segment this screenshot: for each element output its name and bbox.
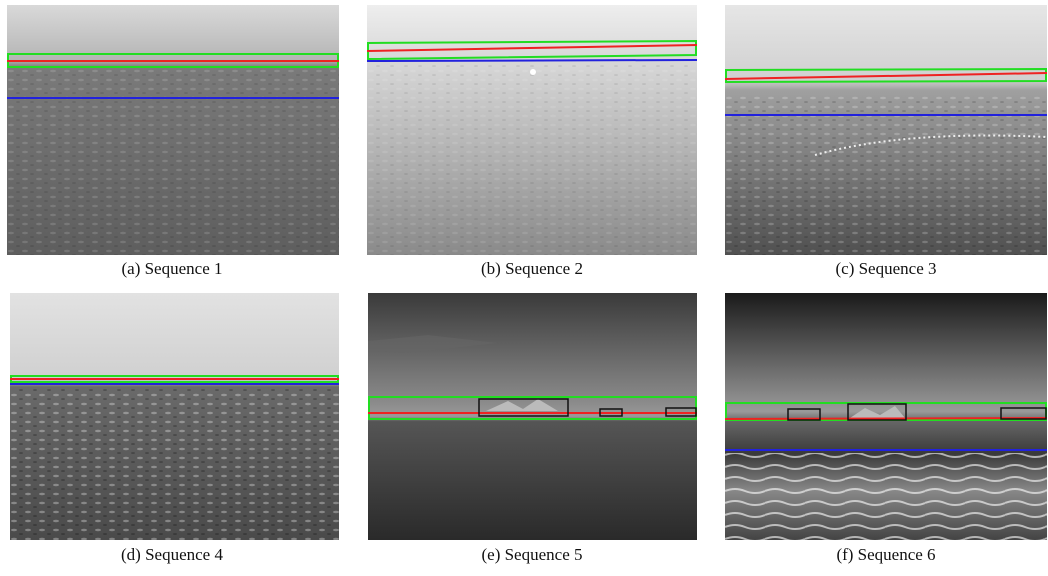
image-panel <box>368 293 697 540</box>
image-panel <box>725 5 1047 255</box>
image-panel <box>725 293 1047 540</box>
image-panel <box>367 5 697 255</box>
image-panel <box>7 5 339 255</box>
caption: (a) Sequence 1 <box>7 259 337 279</box>
caption: (f) Sequence 6 <box>721 545 1048 565</box>
caption: (d) Sequence 4 <box>7 545 337 565</box>
figure-page: (a) Sequence 1 (b) Sequence 2 (c) Sequen… <box>0 0 1048 576</box>
image-panel <box>10 293 339 540</box>
caption: (b) Sequence 2 <box>367 259 697 279</box>
caption: (e) Sequence 5 <box>367 545 697 565</box>
caption: (c) Sequence 3 <box>721 259 1048 279</box>
